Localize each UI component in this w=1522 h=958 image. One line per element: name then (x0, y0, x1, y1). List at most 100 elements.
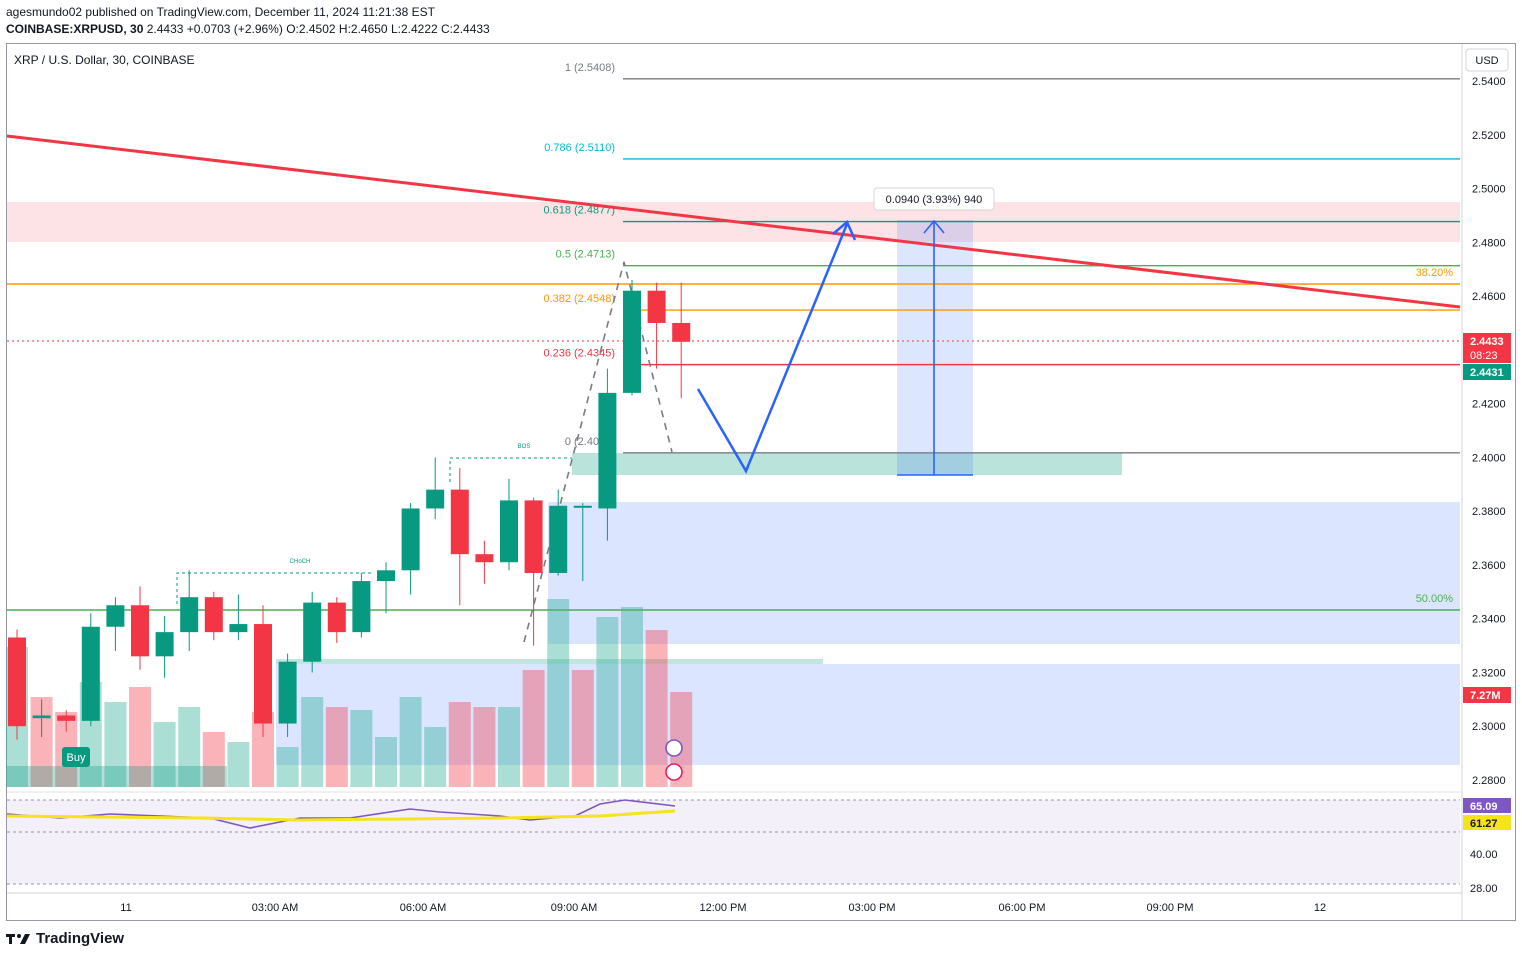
volume-bar (645, 630, 668, 787)
fib-label: 0.786 (2.5110) (544, 142, 615, 154)
volume-bar (547, 599, 570, 787)
rsi-ma-value: 61.27 (1470, 818, 1498, 830)
buy-marker (62, 747, 90, 767)
volume-bar (596, 617, 619, 787)
volume-bar (522, 670, 545, 787)
symbol-ohlc-line: COINBASE:XRPUSD, 30 2.4433 +0.0703 (+2.9… (6, 22, 490, 36)
volume-bar (153, 722, 176, 787)
currency-button-label: USD (1475, 55, 1498, 67)
volume-value: 7.27M (1470, 690, 1501, 702)
demand-zone-lower (276, 664, 1460, 765)
fib-label: 0.382 (2.4548) (543, 293, 615, 305)
candle-body (180, 597, 199, 633)
candle-body (155, 632, 174, 657)
bos-label: BOS (518, 444, 531, 450)
candle-body (303, 602, 322, 662)
volume-bar (448, 702, 471, 787)
price-tick: 2.4600 (1472, 291, 1506, 303)
volume-bar (350, 710, 373, 787)
price-tick: 2.3000 (1472, 721, 1506, 733)
candle-body (401, 508, 420, 571)
volume-bar (178, 707, 201, 787)
rsi-ma-badge (1463, 815, 1511, 830)
price-tick: 2.4000 (1472, 452, 1506, 464)
fib-label: 0.236 (2.4345) (543, 348, 615, 360)
chart-frame (6, 43, 1516, 921)
price-tick: 2.4800 (1472, 237, 1506, 249)
time-tick: 12:00 PM (699, 902, 746, 914)
candle-body (57, 715, 76, 721)
rsi-tick: 40.00 (1470, 849, 1498, 861)
time-tick: 11 (120, 902, 131, 914)
price-tick: 2.3200 (1472, 667, 1506, 679)
label-50pct: 50.00% (1416, 593, 1454, 605)
candle-body (549, 505, 568, 573)
candle-body (352, 581, 371, 633)
countdown-value: 08:23 (1470, 350, 1498, 362)
rsi-tick: 28.00 (1470, 883, 1498, 895)
price-tick: 2.5000 (1472, 184, 1506, 196)
low-value: 2.4222 (400, 22, 438, 36)
time-tick: 12 (1314, 902, 1326, 914)
candle-body (131, 605, 149, 657)
last-price: 2.4433 (146, 22, 184, 36)
candle-body (327, 602, 346, 633)
volume-bar (252, 712, 274, 787)
projection-arrowhead (832, 219, 857, 241)
volume-bar (621, 607, 643, 787)
time-tick: 06:00 AM (400, 902, 446, 914)
candle-body (647, 290, 666, 323)
price-tick: 2.5200 (1472, 130, 1506, 142)
volume-bar (498, 707, 520, 787)
measure-label: 0.0940 (3.93%) 940 (886, 194, 983, 206)
fib-label: 1 (2.5408) (565, 62, 615, 74)
price-tick: 2.2800 (1472, 775, 1506, 787)
volume-bar (375, 737, 397, 787)
label-38pct: 38.20% (1416, 267, 1454, 279)
candle-body (598, 392, 617, 509)
candle-body (377, 570, 395, 582)
event-icon (665, 739, 683, 757)
price-change: +0.0703 (+2.96%) (186, 22, 283, 36)
price-tick: 2.4200 (1472, 399, 1506, 411)
symbol-label: COINBASE:XRPUSD, 30 (6, 22, 144, 36)
volume-bar (202, 732, 225, 787)
volume-bar (571, 670, 594, 787)
price-tick: 2.5400 (1472, 76, 1506, 88)
prev-close-badge (1463, 364, 1511, 380)
candle-body (106, 605, 125, 627)
currency-button (1465, 48, 1509, 72)
candle-body (204, 597, 223, 633)
candle-body (254, 624, 272, 724)
candle-body (450, 489, 469, 555)
volume-bar (30, 697, 53, 787)
time-tick: 03:00 PM (848, 902, 895, 914)
publisher-line: agesmundo02 published on TradingView.com… (6, 5, 435, 19)
measure-box (897, 220, 973, 475)
volume-profile-bar (7, 766, 227, 787)
demand-zone-upper (548, 502, 1460, 644)
volume-bar (104, 702, 127, 787)
time-tick: 09:00 AM (551, 902, 597, 914)
last-price-value: 2.4433 (1470, 336, 1504, 348)
high-value: 2.4650 (350, 22, 388, 36)
buy-label: Buy (67, 752, 86, 764)
tradingview-logo: TradingView (6, 930, 124, 947)
candle-body (475, 554, 494, 563)
rsi-band (7, 800, 1460, 884)
volume-badge (1463, 687, 1511, 703)
price-tick: 2.3800 (1472, 506, 1506, 518)
candle-body (623, 290, 641, 393)
projection-path (696, 223, 849, 474)
volume-bar (325, 707, 348, 787)
candle-body (524, 500, 543, 573)
open-value: 2.4502 (298, 22, 336, 36)
prev-close-value: 2.4431 (1470, 367, 1504, 379)
event-icon (665, 763, 683, 781)
rsi-value: 65.09 (1470, 801, 1498, 813)
measure-tooltip (873, 187, 995, 211)
price-tick: 2.3400 (1472, 614, 1506, 626)
volume-bar (399, 697, 422, 787)
time-tick: 03:00 AM (252, 902, 298, 914)
